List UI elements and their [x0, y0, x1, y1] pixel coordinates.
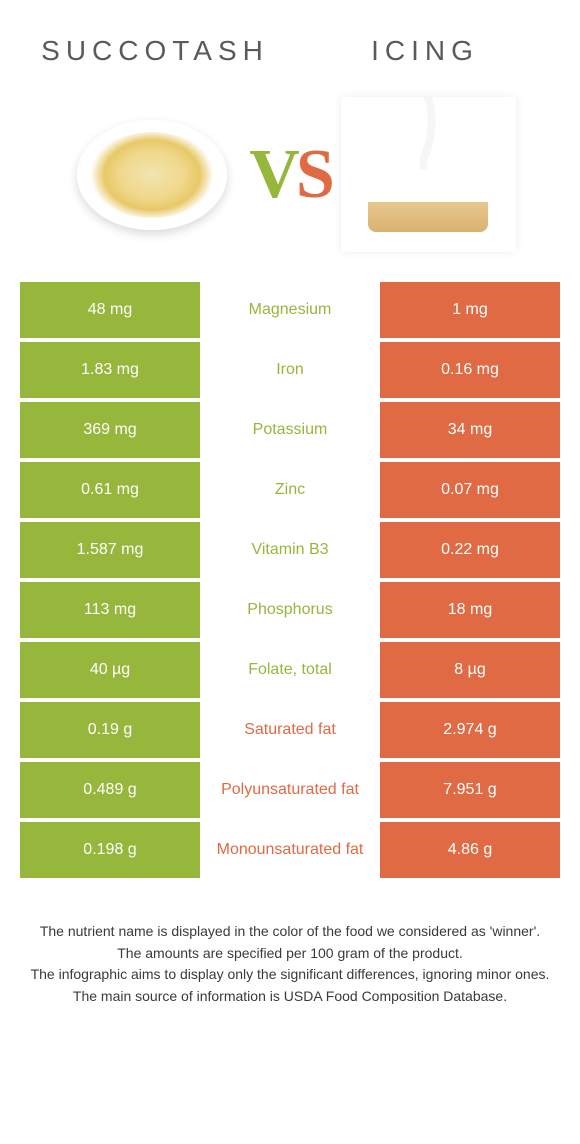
cell-right: 0.16 mg: [380, 342, 560, 398]
table-row: 0.489 gPolyunsaturated fat7.951 g: [20, 762, 560, 818]
cell-nutrient: Polyunsaturated fat: [200, 762, 380, 818]
table-row: 40 µgFolate, total8 µg: [20, 642, 560, 698]
cell-right: 0.07 mg: [380, 462, 560, 518]
images-row: VS: [0, 87, 580, 282]
cell-left: 0.198 g: [20, 822, 200, 878]
table-row: 369 mgPotassium34 mg: [20, 402, 560, 458]
table-row: 113 mgPhosphorus18 mg: [20, 582, 560, 638]
icing-image: [341, 97, 516, 252]
cell-left: 0.489 g: [20, 762, 200, 818]
cell-left: 113 mg: [20, 582, 200, 638]
footnote-line: The main source of information is USDA F…: [30, 987, 550, 1007]
table-row: 0.19 gSaturated fat2.974 g: [20, 702, 560, 758]
cell-left: 40 µg: [20, 642, 200, 698]
cell-right: 1 mg: [380, 282, 560, 338]
cell-nutrient: Phosphorus: [200, 582, 380, 638]
table-row: 48 mgMagnesium1 mg: [20, 282, 560, 338]
table-row: 0.61 mgZinc0.07 mg: [20, 462, 560, 518]
succotash-image: [64, 97, 239, 252]
cell-nutrient: Monounsaturated fat: [200, 822, 380, 878]
table-row: 0.198 gMonounsaturated fat4.86 g: [20, 822, 560, 878]
cell-nutrient: Saturated fat: [200, 702, 380, 758]
cell-right: 8 µg: [380, 642, 560, 698]
footnote-line: The infographic aims to display only the…: [30, 965, 550, 985]
footnote-line: The nutrient name is displayed in the co…: [30, 922, 550, 942]
footnote-line: The amounts are specified per 100 gram o…: [30, 944, 550, 964]
comparison-table: 48 mgMagnesium1 mg1.83 mgIron0.16 mg369 …: [0, 282, 580, 878]
cell-nutrient: Potassium: [200, 402, 380, 458]
cell-right: 0.22 mg: [380, 522, 560, 578]
cell-nutrient: Magnesium: [200, 282, 380, 338]
cell-right: 34 mg: [380, 402, 560, 458]
cell-right: 2.974 g: [380, 702, 560, 758]
table-row: 1.587 mgVitamin B30.22 mg: [20, 522, 560, 578]
title-right: Icing: [290, 35, 560, 67]
titles-row: Succotash Icing: [0, 0, 580, 87]
vs-s: S: [296, 136, 331, 213]
cell-left: 1.587 mg: [20, 522, 200, 578]
cell-left: 0.61 mg: [20, 462, 200, 518]
cell-nutrient: Zinc: [200, 462, 380, 518]
cell-left: 48 mg: [20, 282, 200, 338]
vs-v: V: [249, 136, 296, 213]
cell-right: 7.951 g: [380, 762, 560, 818]
cell-left: 369 mg: [20, 402, 200, 458]
cell-right: 4.86 g: [380, 822, 560, 878]
cell-nutrient: Iron: [200, 342, 380, 398]
cell-right: 18 mg: [380, 582, 560, 638]
cell-nutrient: Folate, total: [200, 642, 380, 698]
table-row: 1.83 mgIron0.16 mg: [20, 342, 560, 398]
cell-left: 1.83 mg: [20, 342, 200, 398]
vs-label: VS: [249, 135, 331, 215]
cell-nutrient: Vitamin B3: [200, 522, 380, 578]
footnotes: The nutrient name is displayed in the co…: [0, 882, 580, 1006]
title-left: Succotash: [20, 35, 290, 67]
cell-left: 0.19 g: [20, 702, 200, 758]
